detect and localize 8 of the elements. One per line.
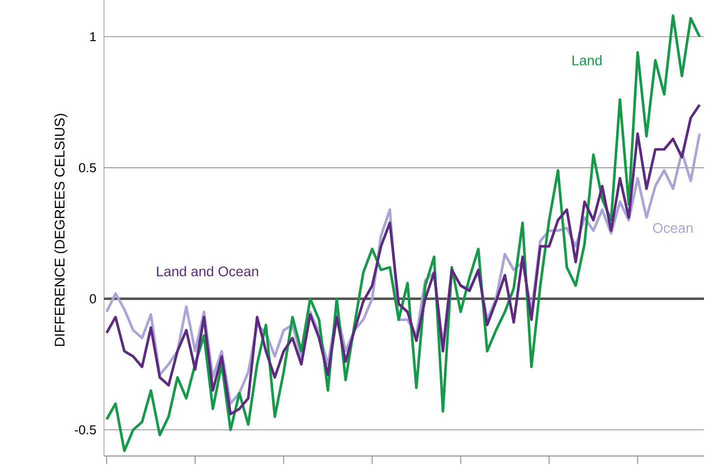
y-tick-label: -0.5 bbox=[74, 425, 96, 434]
y-tick-label: 0 bbox=[90, 294, 96, 304]
y-axis-title: DIFFERENCE (DEGREES CELSIUS) bbox=[54, 114, 68, 346]
text: Land and Ocean bbox=[157, 266, 258, 276]
series-label: Ocean bbox=[653, 223, 693, 233]
y-tick-label: 0.5 bbox=[78, 163, 96, 172]
text: Land bbox=[572, 55, 602, 66]
y-tick-label: 1 bbox=[90, 32, 96, 42]
